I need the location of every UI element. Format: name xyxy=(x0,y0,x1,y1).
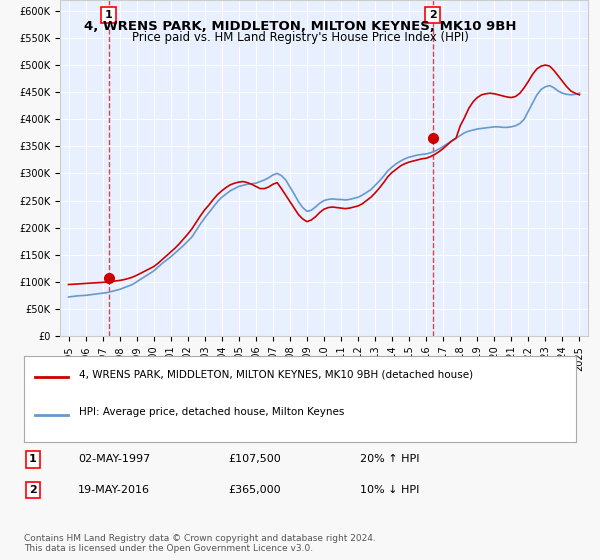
Text: Contains HM Land Registry data © Crown copyright and database right 2024.
This d: Contains HM Land Registry data © Crown c… xyxy=(24,534,376,553)
Text: Price paid vs. HM Land Registry's House Price Index (HPI): Price paid vs. HM Land Registry's House … xyxy=(131,31,469,44)
Text: 2: 2 xyxy=(429,10,437,20)
Text: 4, WRENS PARK, MIDDLETON, MILTON KEYNES, MK10 9BH (detached house): 4, WRENS PARK, MIDDLETON, MILTON KEYNES,… xyxy=(79,370,473,380)
Text: HPI: Average price, detached house, Milton Keynes: HPI: Average price, detached house, Milt… xyxy=(79,407,344,417)
Text: 19-MAY-2016: 19-MAY-2016 xyxy=(78,485,150,495)
Text: 2: 2 xyxy=(29,485,37,495)
Text: 10% ↓ HPI: 10% ↓ HPI xyxy=(360,485,419,495)
Text: 1: 1 xyxy=(104,10,112,20)
Text: 02-MAY-1997: 02-MAY-1997 xyxy=(78,454,150,464)
Text: £365,000: £365,000 xyxy=(228,485,281,495)
Text: 1: 1 xyxy=(29,454,37,464)
Text: 4, WRENS PARK, MIDDLETON, MILTON KEYNES, MK10 9BH: 4, WRENS PARK, MIDDLETON, MILTON KEYNES,… xyxy=(84,20,516,32)
Text: £107,500: £107,500 xyxy=(228,454,281,464)
Text: 20% ↑ HPI: 20% ↑ HPI xyxy=(360,454,419,464)
